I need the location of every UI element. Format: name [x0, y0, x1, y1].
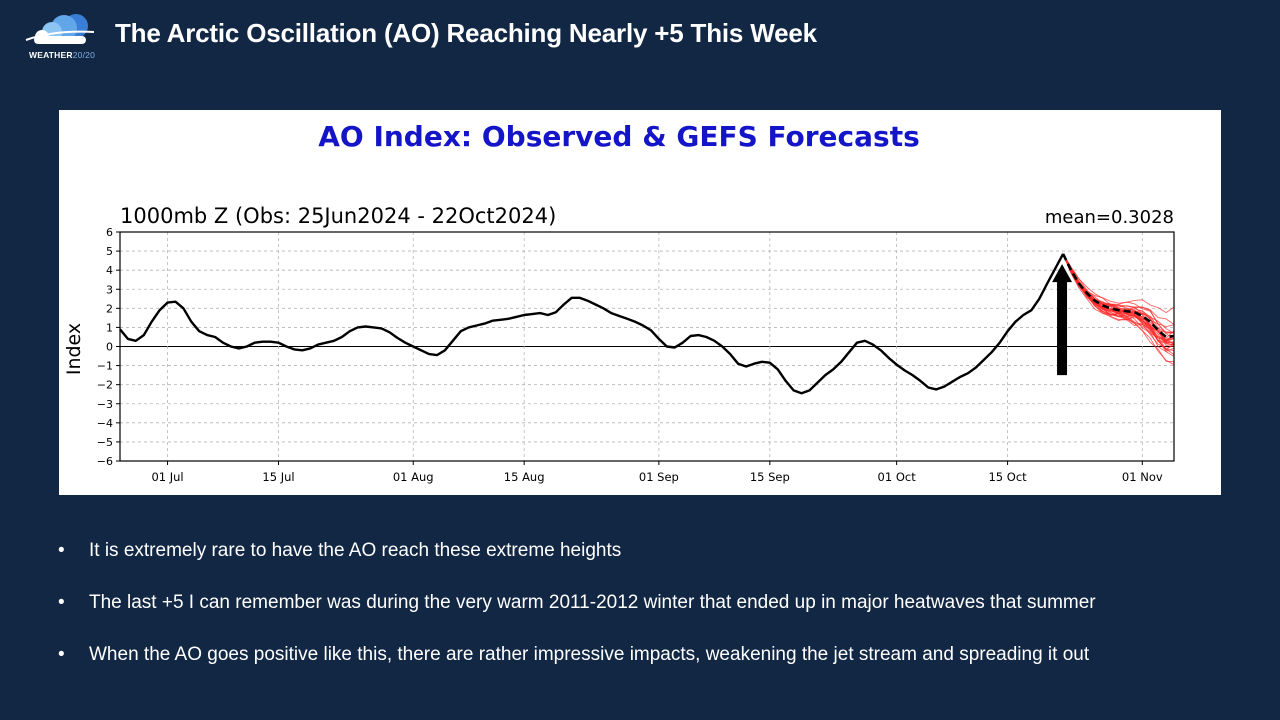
x-tick-label: 01 Jul: [151, 470, 183, 484]
y-tick-label: −1: [97, 360, 113, 373]
bullet-item: • It is extremely rare to have the AO rea…: [58, 540, 622, 561]
bullet-item: • The last +5 I can remember was during t…: [58, 592, 1096, 613]
y-tick-label: 1: [106, 321, 113, 334]
arrow-shaft: [1057, 278, 1068, 376]
x-tick-label: 01 Aug: [393, 470, 434, 484]
x-tick-label: 01 Nov: [1122, 470, 1163, 484]
ensemble-member-line: [1062, 253, 1175, 334]
y-tick-label: −2: [97, 379, 113, 392]
ensemble-member-line: [1062, 253, 1175, 345]
chart-svg: AO Index: Observed & GEFS Forecasts 1000…: [63, 120, 1175, 484]
slide-title: The Arctic Oscillation (AO) Reaching Nea…: [115, 18, 817, 48]
chart-title: AO Index: Observed & GEFS Forecasts: [318, 120, 920, 153]
arrow-up-icon: [1052, 264, 1073, 283]
plot-frame: [119, 231, 1175, 462]
weather2020-logo: WEATHER20/20: [14, 10, 110, 64]
ensemble-member-line: [1062, 253, 1175, 339]
y-tick-label: 3: [106, 283, 113, 296]
y-tick-label: 0: [106, 341, 113, 354]
y-axis-label: Index: [63, 323, 85, 375]
ensemble-member-line: [1062, 253, 1175, 328]
bullet-dot-icon: •: [58, 592, 65, 613]
ensemble-mean-line: [1061, 253, 1175, 339]
y-tick-label: −3: [97, 398, 113, 411]
x-tick-label: 15 Sep: [750, 470, 790, 484]
observed-ao-line: [119, 253, 1065, 395]
cloud-logo-icon: [25, 14, 95, 44]
logo-wordmark: WEATHER20/20: [28, 50, 96, 60]
x-tick-label: 01 Sep: [639, 470, 679, 484]
y-tick-label: 2: [106, 302, 113, 315]
y-tick-label: −4: [97, 417, 113, 430]
y-tick-label: −5: [97, 436, 113, 449]
chart-mean-label: mean=0.3028: [1045, 207, 1174, 228]
bullet-list: • It is extremely rare to have the AO rea…: [58, 540, 1096, 696]
y-tick-label: 4: [106, 264, 113, 277]
ao-index-chart: AO Index: Observed & GEFS Forecasts 1000…: [59, 110, 1221, 495]
x-tick-label: 15 Jul: [262, 470, 294, 484]
ensemble-member-line: [1062, 253, 1175, 314]
y-tick-label: 5: [106, 245, 113, 258]
x-tick-label: 15 Aug: [504, 470, 545, 484]
y-tick-label: −6: [97, 455, 113, 468]
bullet-dot-icon: •: [58, 540, 65, 561]
bullet-item: • When the AO goes positive like this, th…: [58, 644, 1090, 665]
x-tick-label: 01 Oct: [878, 470, 917, 484]
chart-subtitle: 1000mb Z (Obs: 25Jun2024 - 22Oct2024): [120, 204, 556, 228]
x-tick-label: 15 Oct: [988, 470, 1027, 484]
bullet-dot-icon: •: [58, 644, 65, 665]
y-tick-label: 6: [106, 226, 113, 239]
ensemble-member-line: [1062, 253, 1175, 349]
